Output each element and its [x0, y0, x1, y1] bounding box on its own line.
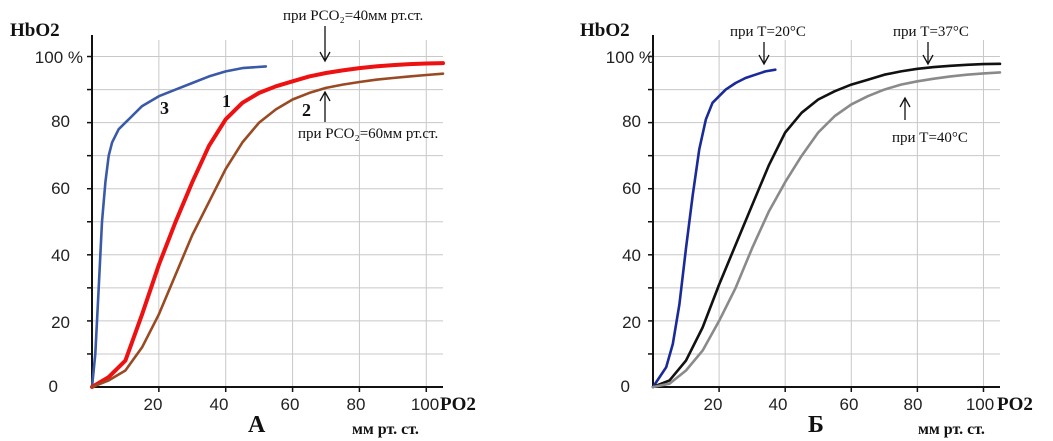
annotation-arrow-up [319, 90, 331, 122]
annotation-t20: при T=20°C [730, 24, 806, 40]
series-line-a-0 [90, 65, 268, 389]
panel-a: 0 20 40 60 80 100 % 20 40 60 80 100 HbO2… [10, 8, 476, 438]
x-tick-label: 20 [144, 395, 163, 414]
x-tick-label: 100 [411, 395, 439, 414]
axes-b [648, 35, 1000, 392]
y-tick-label: 80 [622, 112, 641, 131]
series-line-b-1 [651, 62, 1002, 389]
annotation-pco2-40: при PCO₂=40мм рт.ст. [283, 8, 423, 24]
series-line-b-0 [651, 68, 777, 389]
annotation-arrow-up [899, 96, 911, 120]
y-tick-label: 100 % [35, 48, 83, 67]
y-tick-label: 40 [51, 246, 70, 265]
series-a [90, 61, 445, 389]
annotation-arrow-down [758, 42, 770, 66]
series-line-a-2 [90, 72, 445, 389]
y-tick-label: 0 [49, 377, 58, 396]
annotation-pco2-60: при PCO₂=60мм рт.ст. [298, 126, 438, 142]
curve-label-2: 2 [302, 100, 311, 120]
annotation-t40: при T=40°C [892, 130, 968, 146]
annotation-arrow-down [319, 26, 331, 63]
x-axis-unit: мм рт. ст. [352, 421, 419, 438]
x-tick-label: 80 [904, 395, 923, 414]
x-tick-label: 60 [840, 395, 859, 414]
y-tick-label: 0 [621, 377, 630, 396]
annotation-t37: при T=37°C [893, 24, 969, 40]
x-axis-label: PO2 [440, 394, 476, 415]
axes-a [87, 35, 443, 392]
x-tick-label: 40 [210, 395, 229, 414]
grid-a [92, 40, 443, 387]
y-axis-label: HbO2 [580, 20, 630, 41]
y-tick-label: 100 % [606, 48, 654, 67]
panel-b: 0 20 40 60 80 100 % 20 40 60 80 100 HbO2… [580, 20, 1033, 438]
x-tick-label: 60 [281, 395, 300, 414]
y-tick-label: 80 [51, 112, 70, 131]
series-line-b-2 [651, 71, 1002, 389]
y-tick-label: 60 [622, 179, 641, 198]
grid-b [653, 40, 1000, 387]
curve-label-1: 1 [222, 91, 231, 111]
y-tick-label: 20 [51, 313, 70, 332]
y-tick-label: 40 [622, 246, 641, 265]
y-tick-label: 60 [51, 179, 70, 198]
y-axis-label: HbO2 [10, 20, 60, 41]
x-tick-label: 80 [347, 395, 366, 414]
curve-label-3: 3 [160, 98, 169, 118]
x-axis-label: PO2 [997, 394, 1033, 415]
x-tick-label: 100 [966, 395, 994, 414]
y-tick-label: 20 [622, 313, 641, 332]
annotation-arrow-down [922, 42, 934, 66]
panel-label: А [248, 412, 266, 438]
series-b [651, 62, 1002, 389]
x-axis-unit: мм рт. ст. [918, 421, 985, 438]
x-tick-label: 20 [704, 395, 723, 414]
panel-label: Б [808, 412, 824, 438]
x-tick-label: 40 [769, 395, 788, 414]
series-line-a-1 [90, 61, 445, 389]
